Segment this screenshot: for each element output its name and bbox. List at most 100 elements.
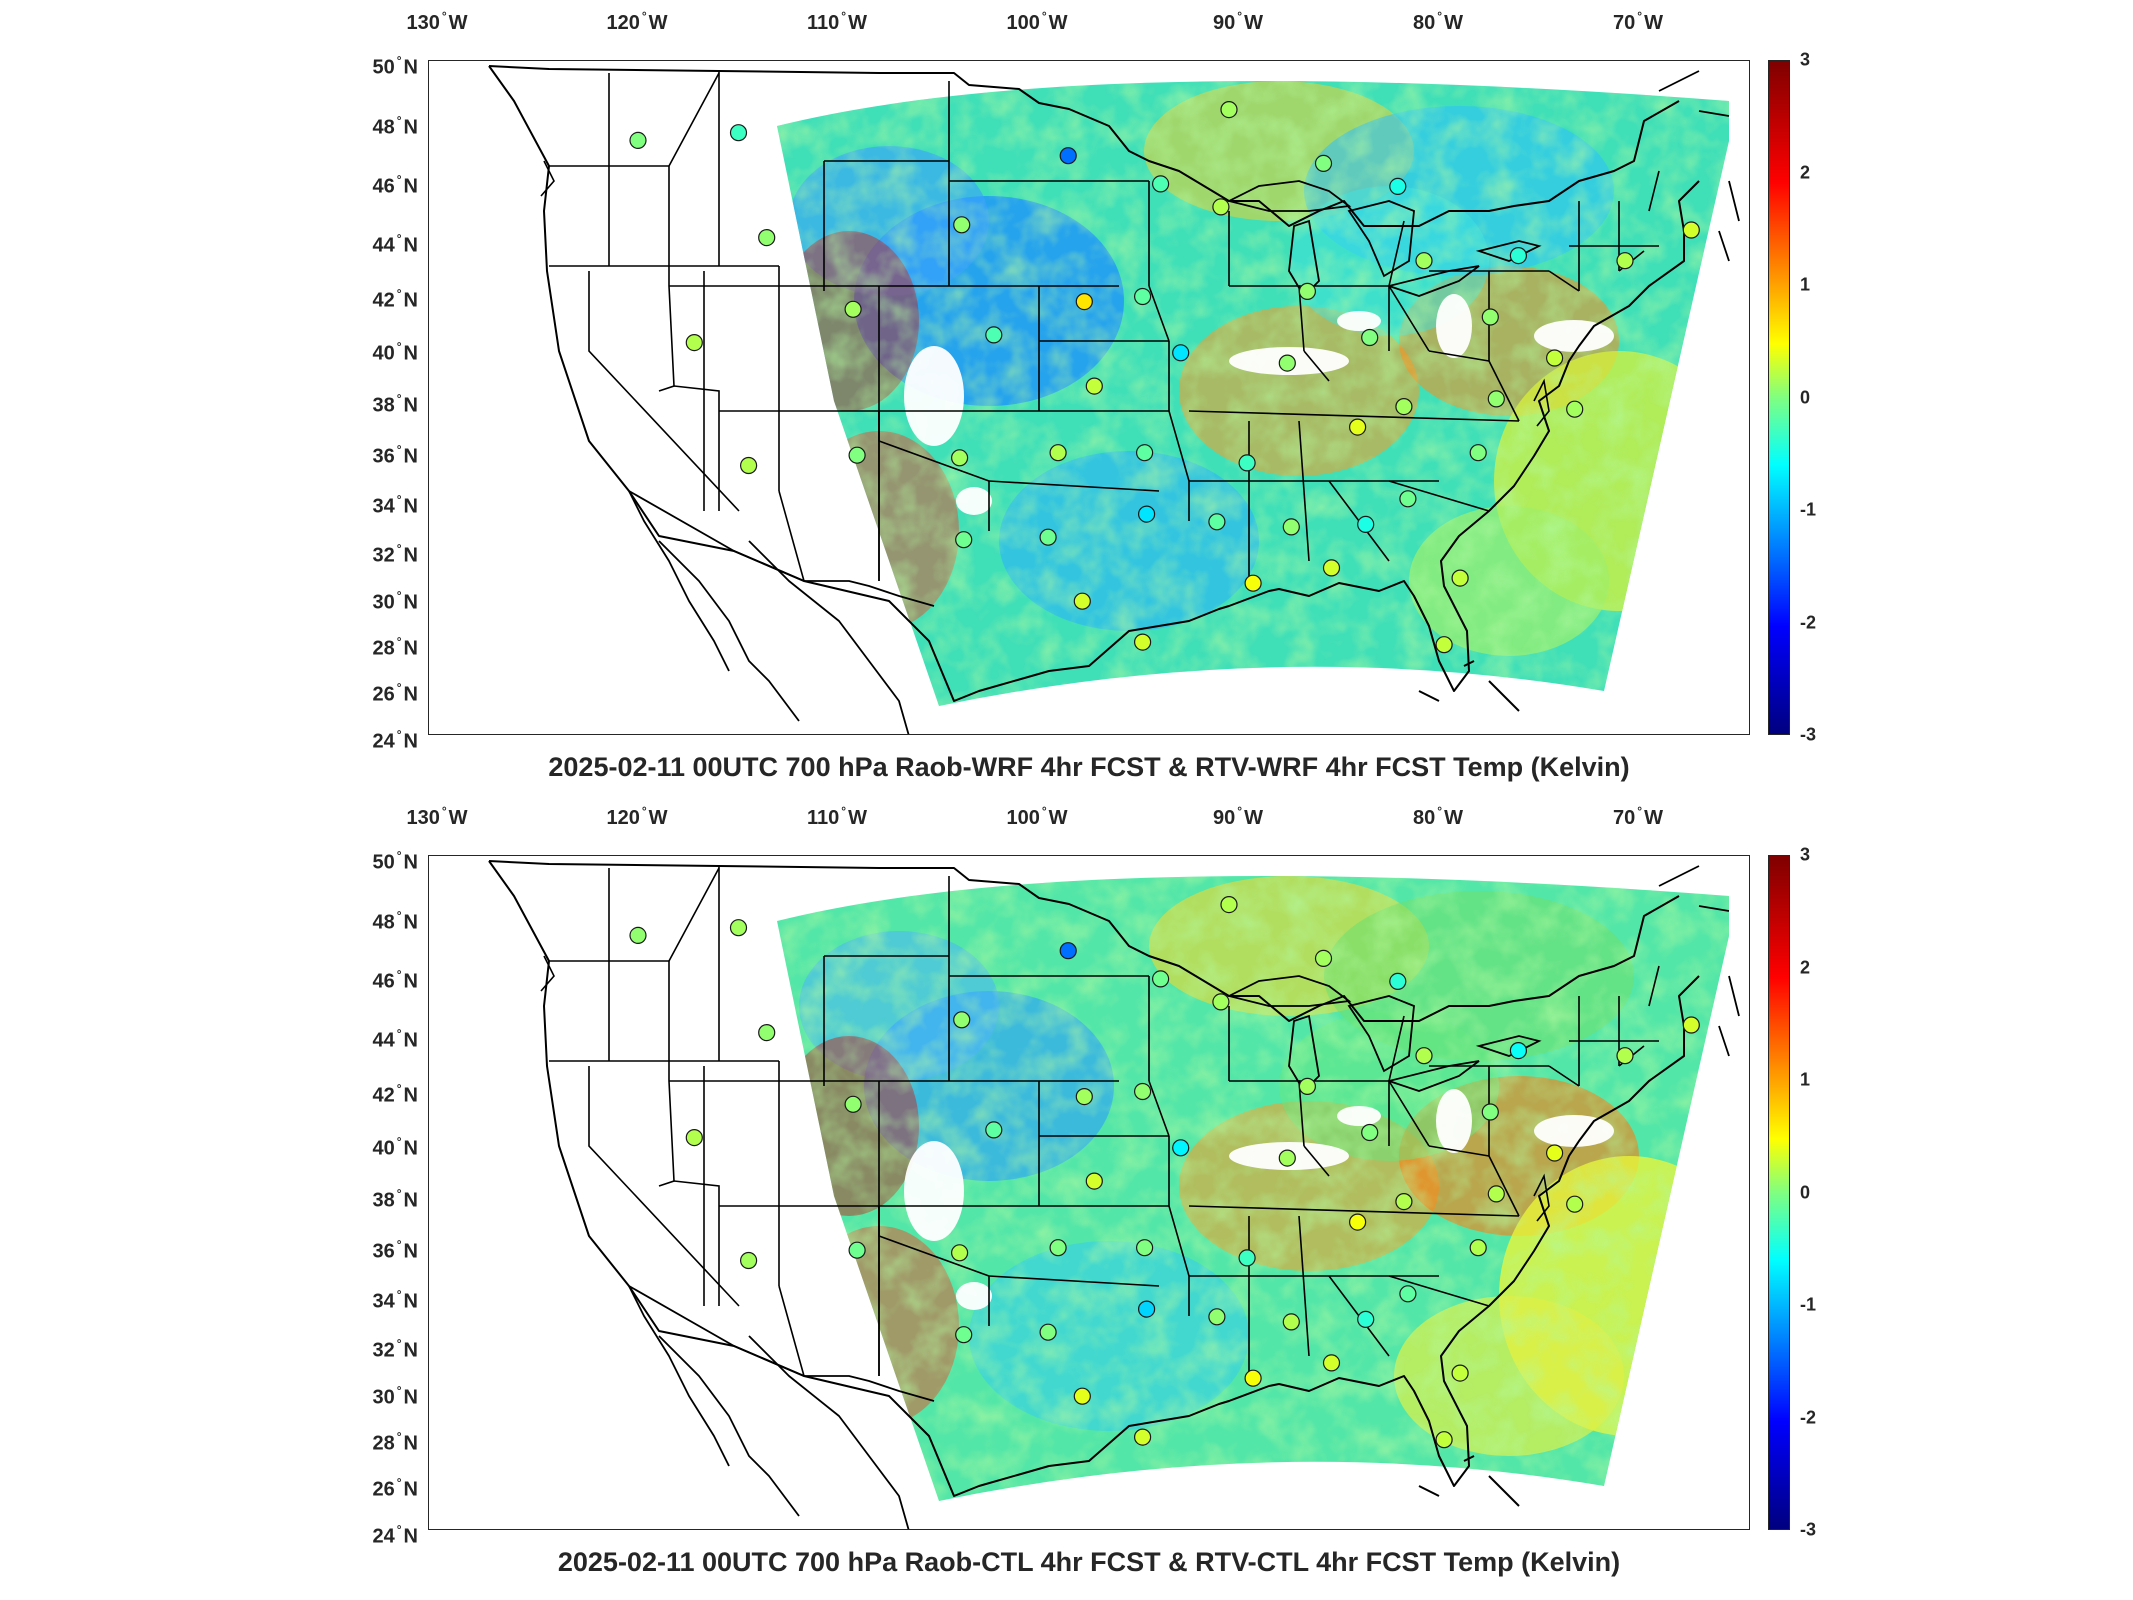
raob-station-marker	[848, 446, 866, 464]
longitude-label: 80 ° W	[1413, 9, 1463, 34]
raob-station-marker	[1282, 1313, 1300, 1331]
raob-station-marker	[1244, 1369, 1262, 1387]
raob-station-marker	[1399, 1285, 1417, 1303]
latitude-label: 24 ° N	[372, 1522, 418, 1548]
latitude-label: 46 ° N	[372, 967, 418, 993]
longitude-label: 120 ° W	[606, 9, 668, 34]
raob-station-marker	[758, 1024, 776, 1042]
latitude-label: 26 ° N	[372, 680, 418, 706]
longitude-label: 130 ° W	[406, 804, 468, 829]
raob-station-marker	[1682, 221, 1700, 239]
latitude-label: 30 ° N	[372, 588, 418, 614]
raob-station-marker	[629, 131, 647, 150]
colorbar-tick-label: 1	[1800, 274, 1811, 295]
raob-station-marker	[1298, 282, 1317, 300]
raob-station-marker	[1172, 344, 1190, 362]
raob-station-marker	[1133, 1082, 1152, 1101]
raob-station-marker	[1135, 1239, 1154, 1257]
raob-station-marker	[1208, 1308, 1226, 1326]
raob-station-marker	[985, 1121, 1003, 1139]
raob-station-marker	[1322, 559, 1341, 577]
raob-station-marker	[685, 334, 703, 352]
raob-station-marker	[1566, 1195, 1584, 1213]
raob-station-marker	[1451, 569, 1469, 587]
colorbar-tick-label: 2	[1800, 162, 1811, 182]
us-coastline	[488, 860, 1700, 1497]
temperature-difference-map	[488, 860, 1740, 1529]
raob-station-marker	[629, 926, 647, 945]
raob-station-marker	[1208, 513, 1226, 531]
raob-station-marker	[1314, 949, 1333, 968]
boundaries	[488, 860, 1740, 1529]
colorbar-tick-label: -2	[1800, 1407, 1817, 1427]
mexico-border	[628, 1285, 935, 1402]
raob-station-marker	[740, 1251, 758, 1270]
raob-station-marker	[953, 216, 971, 234]
raob-station-marker	[1278, 354, 1296, 372]
raob-station-marker	[1395, 398, 1413, 416]
model-field	[777, 876, 1729, 1501]
raob-stations	[629, 100, 1700, 654]
great-lakes	[1226, 180, 1542, 298]
colorbar-tick-label: -1	[1800, 1294, 1817, 1315]
latitude-label: 44 ° N	[372, 231, 418, 257]
latitude-label: 40 ° N	[372, 339, 418, 365]
raob-station-marker	[955, 531, 973, 549]
raob-station-marker	[1212, 993, 1230, 1011]
raob-station-marker	[1487, 1185, 1505, 1203]
latitude-label: 32 ° N	[372, 1336, 418, 1362]
raob-station-marker	[1085, 1172, 1103, 1190]
longitude-label: 100 ° W	[1006, 804, 1068, 829]
raob-station-marker	[1135, 444, 1154, 462]
state-lines	[549, 71, 1660, 582]
raob-station-marker	[1389, 972, 1407, 991]
raob-station-marker	[1357, 1310, 1375, 1328]
raob-station-marker	[1059, 942, 1077, 960]
raob-station-marker	[1151, 175, 1170, 193]
latitude-label: 50 ° N	[372, 53, 418, 79]
colorbar-tick-label: 1	[1800, 1069, 1811, 1090]
raob-station-marker	[1298, 1077, 1317, 1095]
model-field	[777, 81, 1729, 706]
raob-station-marker	[1133, 633, 1152, 651]
raob-station-marker	[1469, 444, 1487, 462]
map-area	[428, 855, 1750, 1530]
latitude-label: 40 ° N	[372, 1134, 418, 1160]
raob-station-marker	[1172, 1139, 1190, 1157]
raob-station-marker	[1322, 1354, 1341, 1372]
temperature-difference-map	[488, 65, 1740, 734]
raob-station-marker	[1545, 349, 1564, 367]
raob-station-marker	[1049, 444, 1067, 462]
raob-station-marker	[1075, 1088, 1093, 1106]
raob-station-marker	[985, 326, 1003, 344]
raob-station-marker	[1487, 390, 1505, 408]
colorbar-tick-label: 2	[1800, 957, 1811, 977]
raob-station-marker	[1451, 1364, 1469, 1382]
raob-station-marker	[1389, 177, 1407, 196]
raob-station-marker	[1399, 490, 1417, 508]
latitude-label: 32 ° N	[372, 541, 418, 567]
raob-station-marker	[1220, 895, 1238, 914]
raob-station-marker	[1075, 293, 1093, 311]
raob-station-marker	[953, 1011, 971, 1029]
raob-station-marker	[848, 1241, 866, 1259]
colorbar-tick-label: -1	[1800, 499, 1817, 520]
raob-station-marker	[950, 449, 969, 467]
raob-station-marker	[685, 1129, 703, 1147]
longitude-label: 80 ° W	[1413, 804, 1463, 829]
raob-station-marker	[1357, 515, 1375, 533]
latitude-label: 48 ° N	[372, 113, 418, 139]
longitude-label: 90 ° W	[1213, 804, 1263, 829]
longitude-label: 110 ° W	[807, 804, 867, 829]
longitude-label: 110 ° W	[807, 9, 867, 34]
raob-station-marker	[1151, 970, 1170, 988]
panel-title: 2025-02-11 00UTC 700 hPa Raob-WRF 4hr FC…	[548, 752, 1630, 782]
raob-station-marker	[1133, 287, 1152, 306]
longitude-label: 130 ° W	[406, 9, 468, 34]
raob-station-marker	[1244, 574, 1262, 592]
raob-station-marker	[1481, 308, 1499, 326]
raob-station-marker	[1238, 1249, 1256, 1267]
raob-station-marker	[1395, 1193, 1413, 1211]
raob-station-marker	[1039, 528, 1057, 546]
latitude-label: 38 ° N	[372, 391, 418, 417]
